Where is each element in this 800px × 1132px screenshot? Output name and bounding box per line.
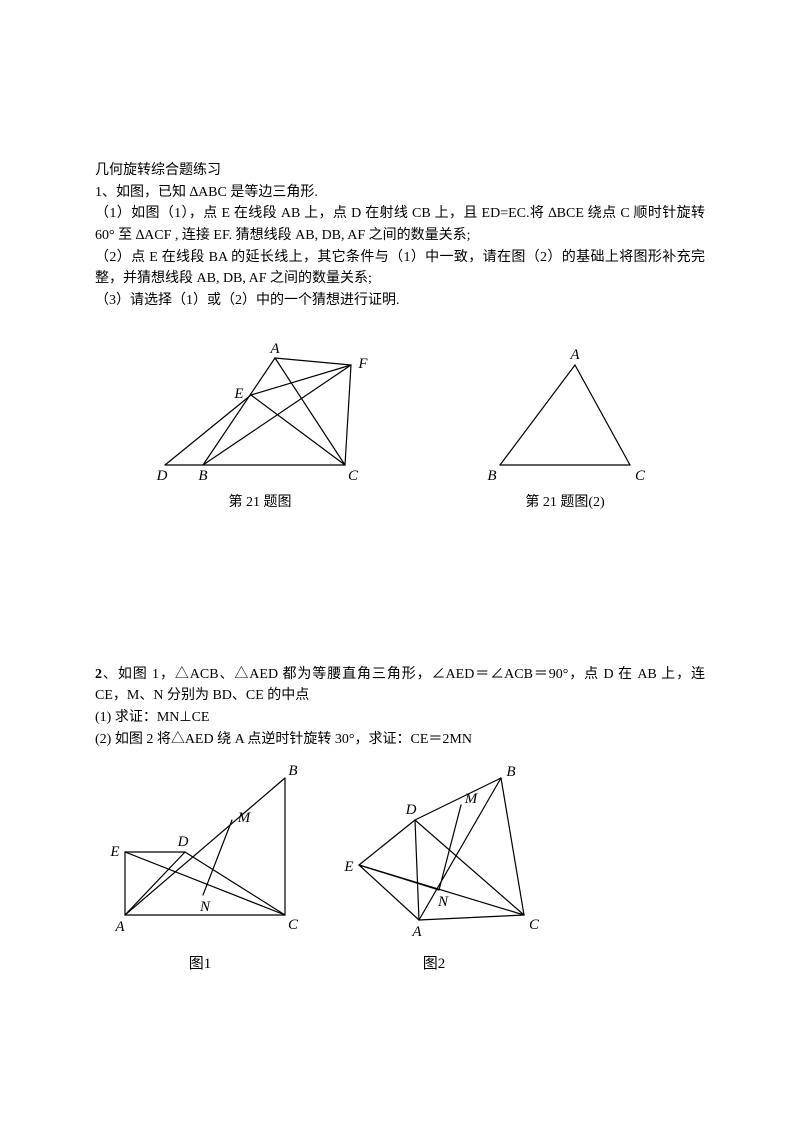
q1-fig2-block: B C A 第 21 题图(2): [475, 340, 655, 514]
q1-fig2-diagram: B C A: [475, 340, 655, 490]
svg-text:A: A: [114, 919, 125, 935]
svg-text:D: D: [156, 468, 168, 484]
q2-p1: (1) 求证：MN⊥CE: [95, 707, 705, 729]
q1-figure-row: D B C A F E 第 21 题图 B C A 第 21 题图(2): [95, 330, 705, 514]
q1-intro: 1、如图，已知 ∆ABC 是等边三角形.: [95, 182, 705, 204]
q1-fig1-caption: 第 21 题图: [229, 492, 292, 514]
q2-fig2-diagram: A C B E D M N 图2: [329, 760, 539, 972]
q2-figure-row: A C B E D M N 图1 A C B E D M N 图2: [95, 760, 705, 972]
q1-fig2-caption: 第 21 题图(2): [525, 492, 604, 514]
q2-intro-text: 、如图 1，△ACB、△AED 都为等腰直角三角形，∠AED＝∠ACB＝90°，…: [95, 667, 705, 704]
page: 几何旋转综合题练习 1、如图，已知 ∆ABC 是等边三角形. （1）如图（1），…: [0, 0, 800, 1132]
q1-p3: （3）请选择（1）或（2）中的一个猜想进行证明.: [95, 290, 705, 312]
q1-p1: （1）如图（1），点 E 在线段 AB 上，点 D 在射线 CB 上，且 ED=…: [95, 203, 705, 246]
svg-text:B: B: [198, 468, 207, 484]
svg-text:C: C: [529, 917, 539, 933]
q1-fig1-diagram: D B C A F E: [145, 330, 375, 490]
svg-text:E: E: [233, 386, 243, 402]
svg-text:B: B: [506, 764, 515, 780]
svg-text:F: F: [357, 356, 368, 372]
q2-number: 2: [95, 667, 102, 682]
svg-text:图2: 图2: [423, 955, 446, 972]
svg-text:D: D: [405, 802, 417, 818]
svg-text:图1: 图1: [189, 955, 212, 972]
svg-text:E: E: [109, 844, 119, 860]
svg-text:N: N: [437, 894, 449, 910]
svg-text:A: A: [269, 341, 280, 357]
q2-fig1-block: A C B E D M N 图1: [95, 760, 305, 972]
q2-fig1-diagram: A C B E D M N 图1: [95, 760, 305, 972]
q2-section: 2、如图 1，△ACB、△AED 都为等腰直角三角形，∠AED＝∠ACB＝90°…: [95, 664, 705, 973]
page-title: 几何旋转综合题练习: [95, 160, 705, 182]
q1-fig1-block: D B C A F E 第 21 题图: [145, 330, 375, 514]
q2-p2: (2) 如图 2 将△AED 绕 A 点逆时针旋转 30°，求证：CE＝2MN: [95, 729, 705, 751]
svg-text:A: A: [411, 924, 422, 940]
svg-text:C: C: [635, 468, 646, 484]
svg-text:M: M: [237, 810, 252, 826]
q2-intro: 2、如图 1，△ACB、△AED 都为等腰直角三角形，∠AED＝∠ACB＝90°…: [95, 664, 705, 707]
svg-text:N: N: [199, 899, 211, 915]
q2-fig2-block: A C B E D M N 图2: [329, 760, 539, 972]
svg-text:B: B: [487, 468, 496, 484]
svg-text:B: B: [288, 763, 297, 779]
svg-text:A: A: [569, 347, 580, 363]
svg-text:C: C: [288, 917, 299, 933]
svg-text:E: E: [343, 859, 353, 875]
q1-p2: （2）点 E 在线段 BA 的延长线上，其它条件与（1）中一致，请在图（2）的基…: [95, 247, 705, 290]
svg-text:D: D: [177, 834, 189, 850]
svg-text:M: M: [464, 791, 479, 807]
svg-text:C: C: [348, 468, 359, 484]
